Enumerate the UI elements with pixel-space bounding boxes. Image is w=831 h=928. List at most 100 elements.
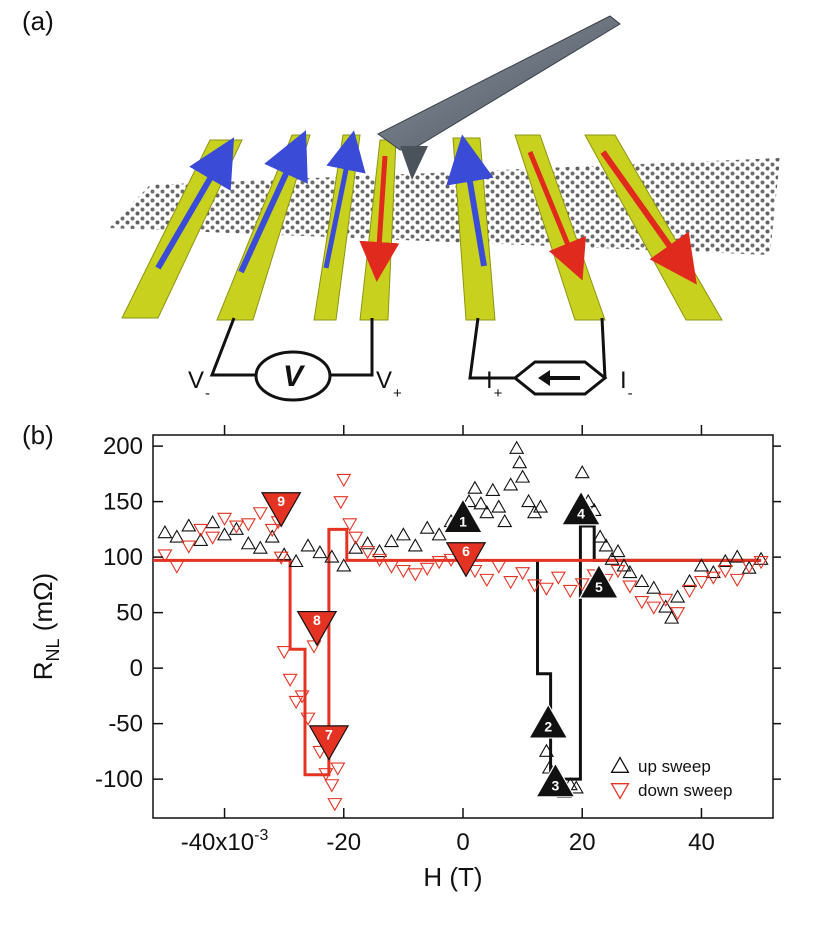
data-point-up-sweep [622,564,638,579]
data-point-down-sweep [479,573,495,588]
device-schematic: V V- V+ I+ I- [108,15,780,402]
data-point-up-sweep [431,527,447,541]
data-point-up-sweep [485,482,501,497]
x-tick-label: 40 [688,829,715,856]
annotation-marker [442,497,484,534]
data-point-down-sweep [503,576,519,590]
data-point-down-sweep [273,551,289,565]
annotation-label: 9 [277,493,285,509]
data-point-down-sweep [634,596,650,610]
data-point-up-sweep [610,543,626,558]
data-point-down-sweep [264,523,280,538]
data-point-up-sweep [521,493,537,508]
data-point-up-sweep [532,499,549,513]
annotation-marker [308,725,350,761]
data-point-up-sweep [568,780,584,794]
x-axis-title: H (T) [423,862,482,892]
data-point-down-sweep [288,695,304,710]
data-point-up-sweep [538,743,555,757]
y-tick-label: 150 [103,489,143,516]
data-point-down-sweep [729,573,745,588]
annotation-marker [296,610,338,647]
cantilever-tip [377,15,621,180]
spin-arrow-up [238,130,308,274]
data-point-down-sweep [312,745,328,760]
y-tick-label: 50 [116,600,143,627]
data-point-up-sweep [491,499,507,513]
annotation-label: 1 [459,513,467,529]
data-point-down-sweep [526,579,543,593]
x-tick-label: 0 [456,829,469,856]
data-point-down-sweep [431,556,447,570]
data-point-up-sweep [664,610,680,624]
data-point-down-sweep [705,571,721,585]
annotation-label: 8 [313,612,321,628]
spin-arrow-down [600,150,697,285]
spin-arrow-up [446,134,494,267]
label-i-plus: I+ [486,367,503,402]
y-tick-label: 200 [103,433,143,460]
data-point-down-sweep [360,546,376,560]
data-point-up-sweep [509,440,525,454]
annotation-marker [445,542,487,578]
data-point-up-sweep [634,573,650,588]
data-point-down-sweep [294,690,310,704]
data-point-up-sweep [670,589,686,603]
data-point-down-sweep [216,512,233,526]
data-point-down-sweep [670,607,686,621]
legend-marker [610,783,630,800]
spin-arrow-up [323,130,366,269]
data-point-up-sweep [216,527,233,541]
annotation-label: 7 [325,726,333,742]
data-point-up-sweep [574,465,590,479]
data-point-up-sweep [264,529,280,543]
panel-label-b: (b) [22,420,54,450]
data-point-down-sweep [276,645,292,660]
data-point-up-sweep [419,520,435,534]
data-point-up-sweep [646,580,662,594]
y-tick-label: -50 [108,711,143,738]
spin-arrow-down [359,155,400,282]
legend-marker [610,756,630,773]
data-point-up-sweep [592,529,608,543]
data-point-down-sweep [753,556,769,570]
x-tick-label: -40x10-3 [181,827,269,856]
data-point-up-sweep [753,551,769,565]
data-point-down-sweep [181,540,197,554]
data-point-up-sweep [276,547,292,561]
data-point-down-sweep [574,578,590,592]
data-point-down-sweep [228,520,245,534]
data-point-down-sweep [693,576,710,590]
label-v-minus: V- [188,367,210,402]
data-point-down-sweep [562,584,578,599]
x-tick-label: 20 [569,829,596,856]
data-point-down-sweep [610,564,626,579]
data-point-down-sweep [395,564,411,579]
annotation-label: 2 [544,719,552,735]
data-point-down-sweep [681,584,698,599]
data-point-up-sweep [658,599,674,613]
data-point-up-sweep [169,529,185,543]
data-point-up-sweep [157,524,173,539]
data-point-down-sweep [348,531,364,545]
y-axis-title: RNL (mΩ) [28,573,63,680]
annotation-marker [528,703,569,739]
data-point-down-sweep [491,560,507,574]
data-point-up-sweep [503,477,519,491]
data-point-down-sweep [383,560,400,574]
spin-arrow-down [527,151,586,281]
data-point-down-sweep [330,762,346,776]
data-point-down-sweep [282,673,298,687]
label-i-minus: I- [620,367,633,402]
data-point-up-sweep [681,573,698,588]
circuit-wires [209,317,607,380]
spin-arrow-up [155,137,235,270]
data-point-up-sweep [473,496,489,510]
data-point-up-sweep [181,518,197,532]
annotation-label: 4 [577,505,585,521]
data-point-up-sweep [741,560,757,574]
annotation-marker [578,563,620,599]
data-point-down-sweep [646,601,662,615]
x-tick-label: -20 [326,829,361,856]
data-point-down-sweep [658,593,674,608]
